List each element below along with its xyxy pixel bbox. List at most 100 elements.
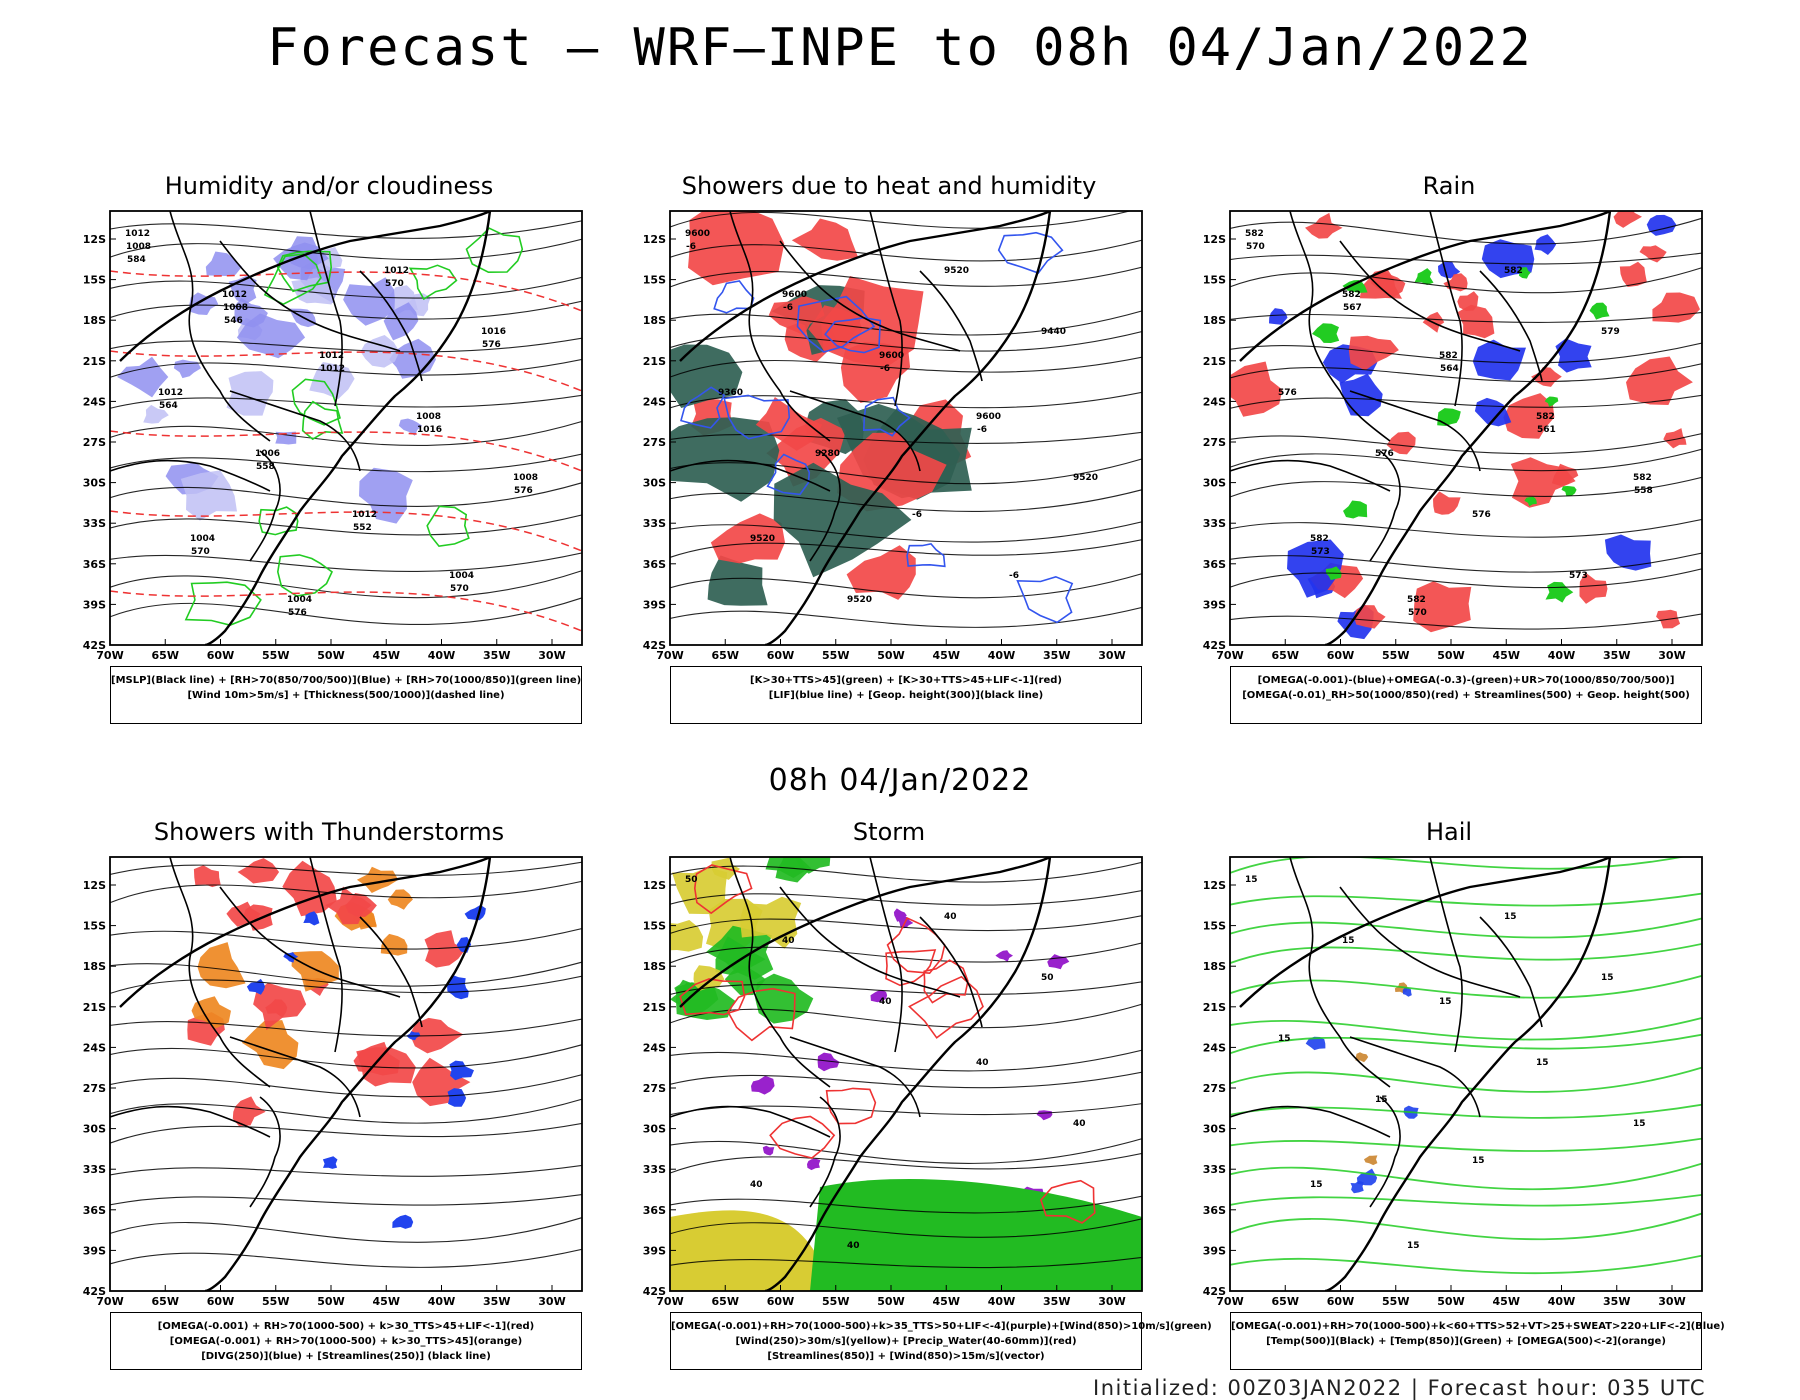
country-border bbox=[169, 211, 271, 442]
contour-label: 584 bbox=[127, 255, 146, 265]
contour-label: 1012 bbox=[222, 290, 247, 300]
lat-tick-label: 39S bbox=[643, 598, 666, 611]
lon-tick-label: 50W bbox=[877, 649, 904, 662]
contour-label: 570 bbox=[450, 584, 469, 594]
country-border bbox=[1369, 450, 1401, 562]
legend-line: [K>30+TTS>45](green) + [K>30+TTS>45+LIF<… bbox=[750, 675, 1062, 686]
lon-tick-label: 65W bbox=[152, 1295, 179, 1308]
contour-line bbox=[670, 1003, 1142, 1029]
field-patch bbox=[1433, 491, 1461, 515]
contour-line-colored bbox=[769, 1115, 836, 1159]
lat-tick-label: 24S bbox=[643, 395, 666, 408]
field-patch bbox=[424, 930, 465, 968]
lat-tick-label: 15S bbox=[1203, 920, 1226, 933]
lat-tick-label: 15S bbox=[83, 274, 106, 287]
contour-label: 9360 bbox=[718, 388, 743, 398]
field-patch-secondary bbox=[1561, 486, 1577, 497]
field-patch bbox=[265, 999, 288, 1018]
field-patch-secondary bbox=[1414, 268, 1434, 285]
contour-label: 1016 bbox=[417, 425, 442, 435]
field-patch-secondary bbox=[1518, 267, 1531, 279]
lat-tick-label: 12S bbox=[83, 879, 106, 892]
lon-tick-label: 40W bbox=[988, 649, 1015, 662]
lon-tick-label: 60W bbox=[207, 649, 234, 662]
country-border bbox=[1429, 211, 1463, 407]
country-border bbox=[729, 857, 831, 1088]
field-patch bbox=[693, 965, 725, 991]
contour-label: 15 bbox=[1536, 1058, 1549, 1068]
lat-tick-label: 21S bbox=[1203, 355, 1226, 368]
lat-tick-label: 18S bbox=[1203, 960, 1226, 973]
contour-label: 50 bbox=[1041, 973, 1054, 983]
contour-line bbox=[670, 521, 1142, 543]
lon-tick-label: 30W bbox=[1658, 1295, 1685, 1308]
panel-title-2: Showers due to heat and humidity bbox=[681, 172, 1097, 200]
legend-line: [Streamlines(850)] + [Wind(850)>15m/s](v… bbox=[767, 1351, 1045, 1362]
lat-tick-label: 39S bbox=[83, 1244, 106, 1257]
country-border bbox=[670, 1105, 831, 1138]
contour-line bbox=[1230, 1193, 1702, 1207]
legend-line: [LIF](blue line) + [Geop. height(300)](b… bbox=[768, 690, 1044, 701]
lon-tick-label: 55W bbox=[1382, 649, 1409, 662]
lon-tick-label: 50W bbox=[1437, 1295, 1464, 1308]
field-patch bbox=[1652, 292, 1700, 323]
field-patch bbox=[766, 417, 846, 487]
contour-label: 573 bbox=[1311, 547, 1330, 557]
lat-tick-label: 15S bbox=[643, 920, 666, 933]
country-border bbox=[249, 450, 281, 562]
lat-tick-label: 24S bbox=[643, 1041, 666, 1054]
contour-label: 1004 bbox=[449, 571, 474, 581]
contour-label: 15 bbox=[1310, 1180, 1323, 1190]
lat-tick-label: 36S bbox=[83, 558, 106, 571]
country-border bbox=[919, 270, 983, 382]
contour-label: 1008 bbox=[416, 412, 441, 422]
panel-title-4: Showers with Thunderstorms bbox=[153, 818, 505, 846]
contour-label: 9600 bbox=[976, 412, 1001, 422]
lat-tick-label: 12S bbox=[643, 879, 666, 892]
field-patch bbox=[1503, 393, 1555, 439]
lon-tick-label: 65W bbox=[712, 1295, 739, 1308]
lat-tick-label: 15S bbox=[643, 274, 666, 287]
legend-line: [OMEGA(-0.001) + RH>70(1000-500) + k>30_… bbox=[157, 1321, 535, 1332]
contour-line bbox=[110, 453, 582, 473]
contour-label: 1004 bbox=[287, 595, 312, 605]
contour-label: 15 bbox=[1504, 912, 1517, 922]
field-patch bbox=[343, 277, 395, 326]
field-patch-secondary bbox=[449, 1060, 474, 1081]
country-border bbox=[229, 390, 361, 472]
contour-line-colored bbox=[276, 554, 334, 597]
field-patch bbox=[1604, 534, 1652, 571]
map-panel-3: 582 582 582 582 582 582 582 582 579 576 576 576 573 5… bbox=[1203, 210, 1703, 662]
contour-line bbox=[110, 880, 582, 904]
contour-line bbox=[110, 220, 582, 239]
lat-tick-label: 42S bbox=[643, 639, 666, 652]
contour-line bbox=[110, 597, 582, 626]
contour-line bbox=[110, 1248, 582, 1268]
contour-line bbox=[670, 239, 1142, 262]
legend-line: [DIVG(250)](blue) + [Streamlines(250)] (… bbox=[201, 1351, 491, 1362]
contour-line bbox=[1230, 892, 1702, 907]
lon-tick-label: 60W bbox=[1327, 649, 1354, 662]
field-patch bbox=[1356, 1168, 1378, 1186]
field-patch bbox=[356, 866, 399, 893]
contour-line bbox=[1230, 857, 1686, 875]
lon-tick-label: 35W bbox=[1043, 1295, 1070, 1308]
field-patch bbox=[1287, 539, 1344, 598]
contour-label: 582 bbox=[1536, 412, 1555, 422]
contour-line bbox=[110, 1018, 582, 1037]
coastline bbox=[119, 857, 492, 1291]
lat-tick-label: 21S bbox=[83, 355, 106, 368]
lon-tick-label: 60W bbox=[1327, 1295, 1354, 1308]
contour-label: 576 bbox=[1278, 388, 1297, 398]
contour-label: 1008 bbox=[223, 303, 248, 313]
contour-line-colored bbox=[465, 227, 524, 274]
lat-tick-label: 18S bbox=[1203, 314, 1226, 327]
country-border bbox=[1289, 211, 1391, 442]
contour-line-colored bbox=[1016, 575, 1074, 624]
coastline bbox=[679, 211, 1052, 645]
country-border bbox=[1230, 1105, 1391, 1138]
contour-label: 9520 bbox=[750, 534, 775, 544]
contour-line bbox=[1230, 448, 1702, 472]
field-patch-secondary bbox=[392, 1214, 414, 1229]
field-patch bbox=[1305, 1036, 1326, 1051]
